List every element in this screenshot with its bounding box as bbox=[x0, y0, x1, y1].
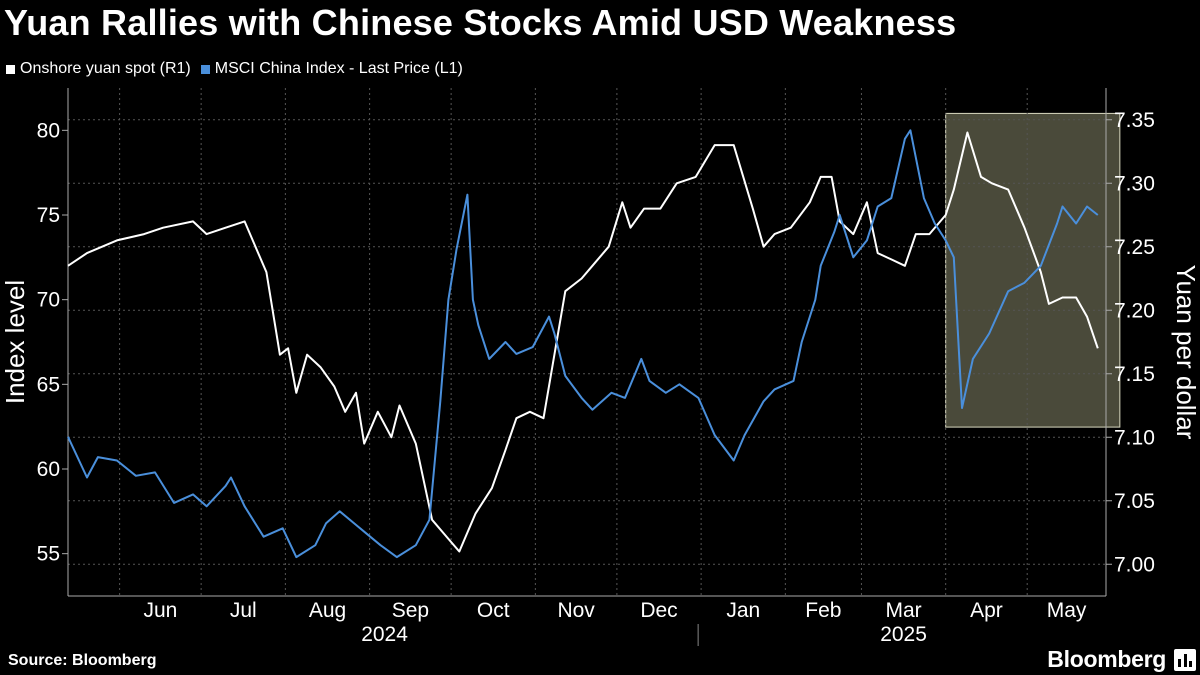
x-tick-label: Oct bbox=[477, 599, 510, 622]
x-tick-label: Jul bbox=[230, 599, 257, 622]
left-tick-label: 80 bbox=[37, 119, 60, 142]
year-label: 2024 bbox=[361, 623, 408, 646]
x-tick-label: Apr bbox=[970, 599, 1003, 622]
brand-logo: Bloomberg bbox=[1047, 646, 1166, 672]
legend-swatch-msci bbox=[200, 64, 210, 74]
bar-chart-icon bbox=[1174, 649, 1196, 671]
legend-item-msci: MSCI China Index - Last Price (L1) bbox=[200, 60, 463, 78]
x-tick-label: Dec bbox=[640, 599, 677, 622]
left-tick-label: 65 bbox=[37, 373, 60, 396]
x-tick-label: Feb bbox=[805, 599, 841, 622]
series-line-yuan bbox=[67, 131, 1099, 553]
left-tick-label: 70 bbox=[37, 289, 60, 312]
right-tick-label: 7.05 bbox=[1114, 490, 1155, 513]
series-line-msci bbox=[67, 129, 1099, 559]
highlight-region bbox=[945, 112, 1121, 428]
x-tick-label: Jan bbox=[726, 599, 760, 622]
legend-label-msci: MSCI China Index - Last Price (L1) bbox=[214, 60, 463, 77]
left-tick-label: 55 bbox=[37, 543, 60, 566]
right-tick-label: 7.35 bbox=[1114, 109, 1155, 132]
x-tick-label: Sep bbox=[392, 599, 429, 622]
legend: Onshore yuan spot (R1) MSCI China Index … bbox=[6, 60, 473, 78]
legend-item-yuan: Onshore yuan spot (R1) bbox=[6, 60, 191, 78]
right-tick-label: 7.30 bbox=[1114, 172, 1155, 195]
x-tick-label: Jun bbox=[143, 599, 177, 622]
legend-label-yuan: Onshore yuan spot (R1) bbox=[20, 60, 191, 77]
x-tick-label: Nov bbox=[557, 599, 595, 622]
x-tick-label: May bbox=[1047, 599, 1087, 622]
left-tick-label: 75 bbox=[37, 204, 60, 227]
x-tick-label: Mar bbox=[885, 599, 921, 622]
source-note: Source: Bloomberg bbox=[8, 652, 157, 669]
right-tick-label: 7.25 bbox=[1114, 236, 1155, 259]
chart-title: Yuan Rallies with Chinese Stocks Amid US… bbox=[4, 2, 957, 43]
right-tick-label: 7.00 bbox=[1114, 553, 1155, 576]
left-tick-label: 60 bbox=[37, 458, 60, 481]
right-tick-label: 7.15 bbox=[1114, 363, 1155, 386]
right-tick-label: 7.10 bbox=[1114, 426, 1155, 449]
left-axis-title: Index level bbox=[0, 280, 30, 404]
legend-swatch-yuan bbox=[6, 64, 15, 74]
year-label: 2025 bbox=[880, 623, 927, 646]
right-axis-title: Yuan per dollar bbox=[1171, 265, 1200, 440]
x-tick-label: Aug bbox=[309, 599, 346, 622]
right-tick-label: 7.20 bbox=[1114, 299, 1155, 322]
